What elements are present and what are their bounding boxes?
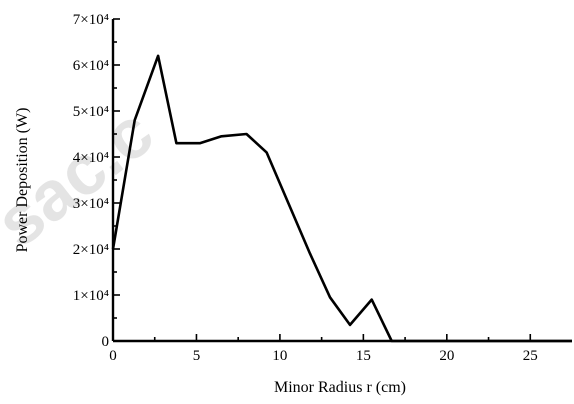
series-layer (111, 54, 572, 343)
y-tick-label: 5×10⁴ (73, 104, 109, 120)
y-axis-title: Power Deposition (W) (14, 108, 31, 253)
x-tick-label: 25 (523, 348, 538, 364)
y-tick-label: 7×10⁴ (73, 12, 109, 28)
x-tick-label: 0 (109, 348, 117, 364)
y-tick-label: 3×10⁴ (73, 196, 109, 212)
axes (111, 19, 572, 343)
y-tick-label: 4×10⁴ (73, 150, 109, 166)
y-tick-label: 2×10⁴ (73, 242, 109, 258)
x-tick-label: 15 (356, 348, 371, 364)
x-axis-title: Minor Radius r (cm) (274, 379, 406, 396)
x-tick-label: 5 (193, 348, 201, 364)
x-tick-label: 10 (272, 348, 287, 364)
x-tick-label: 20 (439, 348, 454, 364)
y-tick-label: 6×10⁴ (73, 58, 109, 74)
y-tick-label: 1×10⁴ (73, 288, 109, 304)
series-line (111, 54, 572, 343)
ticks: 0 5 10 15 20 25 0 1×10⁴ 2×10⁴ 3×10⁴ 4×10⁴ 5×10⁴ 6×10… (73, 12, 538, 364)
y-tick-label: 0 (102, 334, 110, 350)
